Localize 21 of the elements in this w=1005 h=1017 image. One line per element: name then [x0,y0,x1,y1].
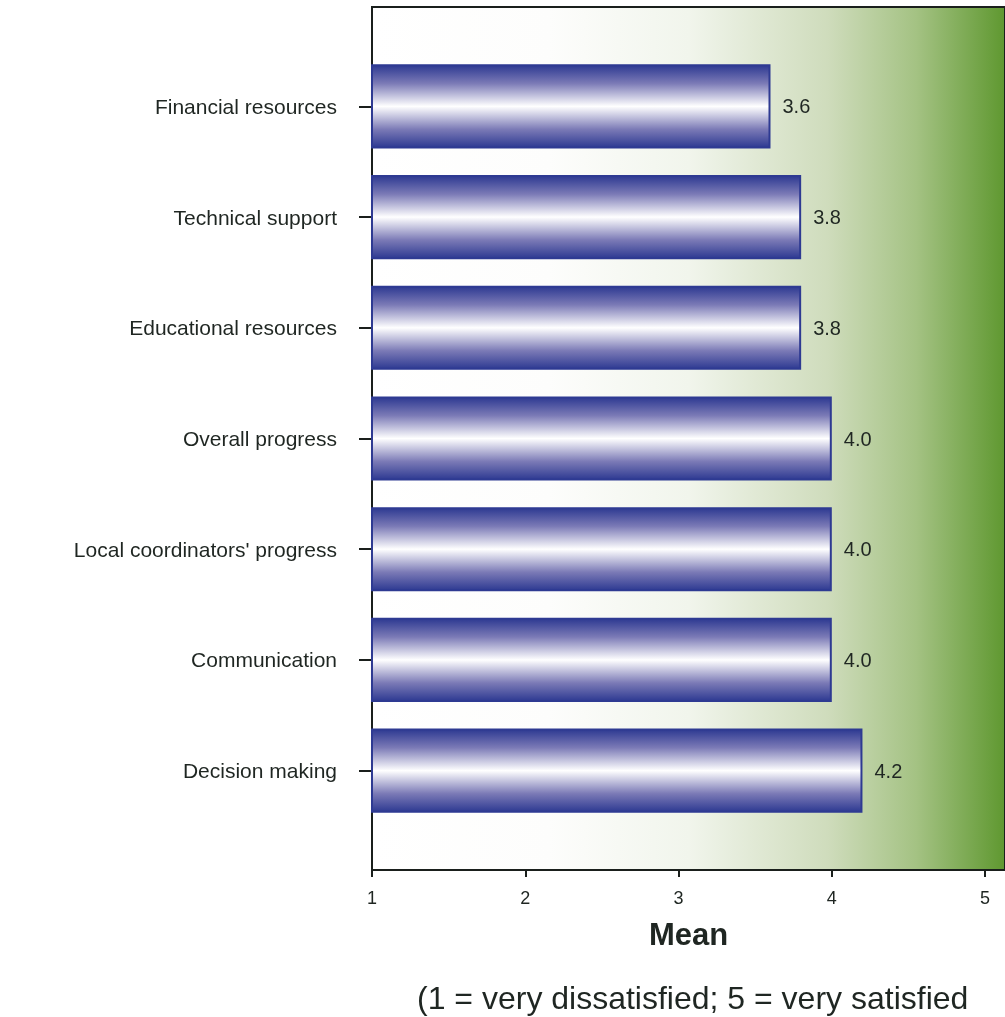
y-tick-label: Decision making [182,759,337,783]
y-tick-label: Communication [191,648,337,672]
x-tick-label: 4 [826,888,837,908]
data-label: 4.0 [843,427,872,450]
y-tick-label: Financial resources [154,94,337,118]
x-tick-label: 1 [366,888,378,908]
data-label: 4.0 [843,648,872,671]
y-tick-label: Technical support [173,205,338,229]
data-label: 4.2 [874,759,903,782]
x-tick-label: 3 [673,888,684,908]
x-tick-label: 2 [520,888,531,908]
y-tick-label: Local coordinators' progress [73,537,337,561]
x-tick-label: 5 [980,888,991,908]
x-axis-title: Mean [648,917,729,952]
text: (1 = very dissatisfied; 5 = very satisfied [417,980,969,1016]
y-tick-label: Overall progress [182,427,337,450]
y-tick-label: Educational resources [129,316,337,340]
data-label: 3.8 [813,206,841,229]
data-label: 3.6 [782,95,811,118]
data-label: 3.8 [813,316,841,339]
data-label: 4.0 [843,538,872,561]
